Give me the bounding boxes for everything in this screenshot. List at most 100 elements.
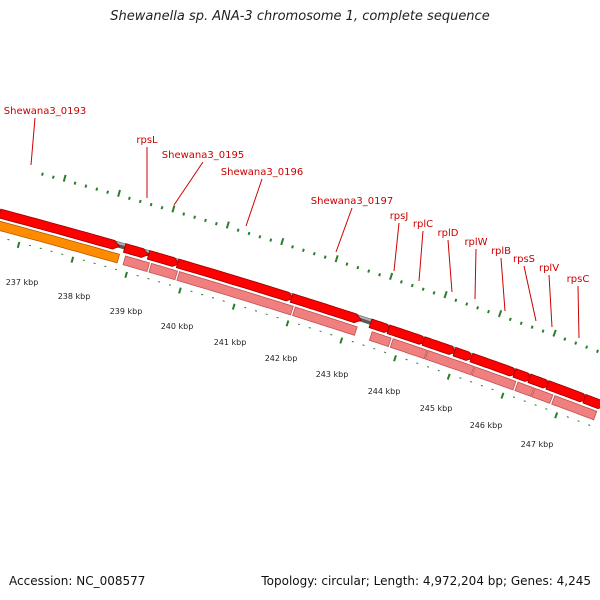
gene-block bbox=[148, 263, 178, 281]
cds-arrow bbox=[545, 380, 588, 403]
feature-label: rpsL bbox=[136, 135, 158, 146]
cds-arrow bbox=[175, 258, 294, 302]
inner-tick bbox=[214, 221, 218, 226]
label-leader bbox=[474, 248, 477, 300]
inner-tick bbox=[193, 215, 197, 219]
inner-tick bbox=[171, 205, 176, 213]
scale-label: 246 kbp bbox=[470, 421, 503, 430]
feature-label: rpsC bbox=[567, 274, 590, 285]
cds-arrow bbox=[122, 243, 149, 258]
gene-block bbox=[122, 255, 150, 272]
inner-tick bbox=[334, 255, 339, 263]
gene-block bbox=[471, 366, 517, 391]
cds-track bbox=[0, 208, 600, 410]
inner-tick bbox=[421, 287, 425, 291]
inner-tick bbox=[519, 321, 523, 325]
label-leader bbox=[418, 230, 424, 282]
scale-label: 247 kbp bbox=[521, 440, 554, 449]
scale-label: 245 kbp bbox=[420, 404, 453, 413]
inner-tick-marks bbox=[41, 172, 600, 354]
feature-label: Shewana3_0195 bbox=[162, 150, 244, 161]
inner-tick bbox=[51, 175, 55, 179]
cds-arrow bbox=[0, 208, 121, 250]
gene-block bbox=[368, 331, 392, 348]
inner-tick bbox=[465, 302, 469, 306]
gene-track bbox=[0, 220, 598, 421]
label-leader bbox=[577, 285, 580, 339]
feature-label: rplV bbox=[539, 263, 559, 274]
inner-tick bbox=[312, 251, 316, 256]
inner-tick bbox=[399, 280, 403, 284]
label-leader bbox=[393, 222, 400, 272]
inner-tick bbox=[345, 262, 349, 266]
scale-label: 238 kbp bbox=[58, 292, 91, 301]
inner-tick bbox=[302, 248, 305, 253]
inner-tick bbox=[258, 235, 262, 239]
outer-tick bbox=[178, 287, 182, 294]
label-leader bbox=[173, 161, 204, 206]
inner-tick bbox=[182, 212, 186, 216]
feature-labels: Shewana3_0193 rpsL Shewana3_0195 Shewana3_0… bbox=[4, 106, 590, 285]
topology-text: Topology: circular; Length: 4,972,204 bp… bbox=[261, 574, 591, 588]
inner-tick bbox=[280, 237, 285, 246]
inner-tick bbox=[225, 221, 230, 229]
outer-tick-marks bbox=[7, 238, 591, 426]
scale-label: 241 kbp bbox=[214, 338, 247, 347]
inner-tick bbox=[487, 309, 490, 314]
cds-arrow bbox=[146, 249, 180, 267]
label-leader bbox=[548, 274, 553, 328]
inner-tick bbox=[585, 345, 589, 349]
outer-tick bbox=[231, 303, 236, 310]
label-leaders bbox=[30, 117, 580, 339]
gene-block bbox=[551, 395, 598, 421]
inner-tick bbox=[84, 184, 88, 188]
label-leader bbox=[335, 207, 353, 253]
gene-block bbox=[424, 349, 475, 376]
scale-label: 237 kbp bbox=[6, 278, 39, 287]
inner-tick bbox=[269, 238, 273, 242]
scale-labels: 237 kbp 238 kbp 239 kbp 240 kbp 241 kbp 242 k… bbox=[6, 278, 554, 449]
inner-tick bbox=[73, 181, 77, 185]
outer-tick bbox=[393, 355, 397, 362]
gene-block bbox=[389, 338, 428, 360]
inner-tick bbox=[138, 199, 142, 204]
cds-arrow bbox=[289, 293, 362, 324]
cds-arrow bbox=[421, 336, 457, 355]
inner-tick bbox=[323, 255, 327, 259]
inner-tick bbox=[106, 190, 110, 194]
inner-tick bbox=[530, 325, 534, 329]
feature-label: Shewana3_0197 bbox=[311, 196, 393, 207]
label-leader bbox=[447, 239, 453, 293]
inner-tick bbox=[389, 272, 394, 281]
feature-label: Shewana3_0196 bbox=[221, 167, 303, 178]
inner-tick bbox=[552, 329, 557, 337]
inner-tick bbox=[574, 341, 578, 345]
gene-block bbox=[531, 387, 554, 404]
inner-tick bbox=[247, 231, 251, 236]
inner-tick bbox=[541, 329, 545, 333]
scale-label: 240 kbp bbox=[161, 322, 194, 331]
outer-tick bbox=[124, 271, 128, 279]
feature-label: rpsS bbox=[513, 254, 535, 265]
inner-tick bbox=[454, 298, 458, 303]
gene-block bbox=[514, 381, 535, 397]
inner-tick bbox=[508, 317, 512, 322]
inner-tick bbox=[563, 337, 567, 341]
label-leader bbox=[523, 265, 537, 322]
gene-block bbox=[292, 306, 358, 336]
outer-tick bbox=[554, 412, 559, 419]
outer-tick bbox=[339, 337, 344, 344]
orange-gene-block bbox=[0, 220, 120, 264]
scale-label: 244 kbp bbox=[368, 387, 401, 396]
inner-tick bbox=[291, 245, 294, 249]
feature-label: rplB bbox=[491, 246, 511, 257]
scale-label: 242 kbp bbox=[265, 354, 298, 363]
inner-tick bbox=[62, 174, 67, 182]
inner-tick bbox=[367, 269, 371, 273]
gene-block bbox=[176, 271, 294, 316]
label-leader bbox=[245, 178, 263, 227]
inner-tick bbox=[236, 228, 240, 232]
feature-label: Shewana3_0193 bbox=[4, 106, 86, 117]
inner-tick bbox=[432, 291, 436, 295]
